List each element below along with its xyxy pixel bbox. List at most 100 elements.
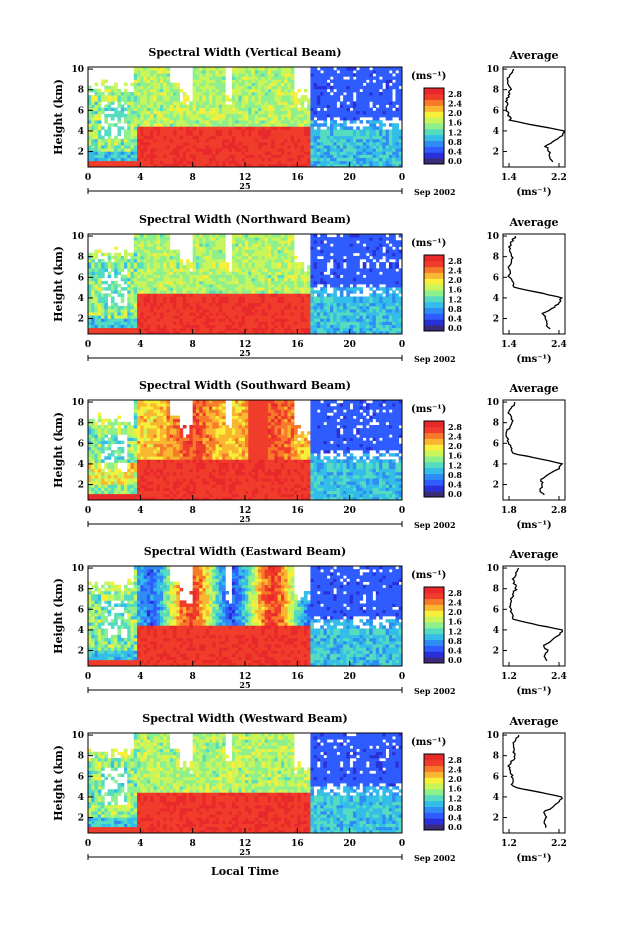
heatmap-cell bbox=[326, 132, 331, 137]
heatmap-cell bbox=[143, 145, 148, 149]
heatmap-cell bbox=[330, 138, 334, 143]
heatmap-cell bbox=[333, 327, 337, 332]
heatmap-cell bbox=[274, 330, 279, 335]
heatmap-cell bbox=[209, 95, 213, 99]
heatmap-cell bbox=[107, 262, 112, 266]
heatmap-cell bbox=[166, 240, 171, 244]
heatmap-cell bbox=[330, 327, 334, 332]
heatmap-cell bbox=[156, 88, 161, 93]
heatmap-cell bbox=[310, 151, 315, 155]
heatmap-cell bbox=[133, 142, 138, 146]
heatmap-cell bbox=[94, 305, 99, 310]
heatmap-cell bbox=[101, 107, 105, 112]
heatmap-cell bbox=[284, 305, 288, 310]
heatmap-cell bbox=[169, 135, 174, 140]
heatmap-cell bbox=[271, 101, 275, 105]
heatmap-cell bbox=[156, 327, 161, 332]
heatmap-cell bbox=[179, 262, 184, 266]
heatmap-cell bbox=[195, 67, 200, 71]
heatmap-cell bbox=[212, 271, 216, 275]
heatmap-cell bbox=[290, 277, 295, 282]
heatmap-cell bbox=[182, 284, 187, 288]
heatmap-cell bbox=[264, 88, 269, 93]
heatmap-cell bbox=[140, 95, 144, 99]
heatmap-cell bbox=[261, 280, 265, 285]
heatmap-cell bbox=[277, 327, 282, 332]
heatmap-cell bbox=[117, 252, 122, 257]
heatmap-cell bbox=[143, 113, 148, 118]
heatmap-cell bbox=[330, 318, 334, 322]
heatmap-cell bbox=[107, 327, 112, 332]
heatmap-cell bbox=[120, 95, 125, 99]
heatmap-cell bbox=[156, 271, 161, 275]
heatmap-cell bbox=[248, 126, 252, 130]
heatmap-cell bbox=[339, 252, 344, 257]
heatmap-cell bbox=[173, 321, 177, 325]
heatmap-cell bbox=[398, 148, 403, 152]
heatmap-cell bbox=[343, 163, 347, 168]
heatmap-cell bbox=[179, 129, 184, 133]
heatmap-cell bbox=[88, 252, 92, 257]
heatmap-cell bbox=[101, 299, 105, 304]
heatmap-cell bbox=[366, 160, 370, 165]
heatmap-cell bbox=[166, 160, 171, 165]
heatmap-cell bbox=[320, 107, 324, 112]
heatmap-cell bbox=[261, 234, 265, 238]
heatmap-cell bbox=[195, 240, 200, 244]
heatmap-cell bbox=[313, 271, 318, 275]
heatmap-cell bbox=[300, 126, 305, 130]
heatmap-cell bbox=[189, 157, 194, 162]
heatmap-cell bbox=[333, 252, 337, 257]
heatmap-cell bbox=[176, 132, 180, 137]
heatmap-cell bbox=[212, 293, 216, 297]
heatmap-cell bbox=[284, 120, 288, 124]
heatmap-cell bbox=[290, 142, 295, 146]
heatmap-cell bbox=[218, 299, 223, 304]
heatmap-cell bbox=[254, 163, 259, 168]
heatmap-cell bbox=[254, 302, 259, 307]
heatmap-cell bbox=[280, 132, 285, 137]
heatmap-cell bbox=[225, 129, 229, 133]
heatmap-cell bbox=[330, 79, 334, 83]
heatmap-cell bbox=[362, 126, 367, 130]
heatmap-cell bbox=[287, 110, 292, 115]
heatmap-cell bbox=[192, 117, 197, 121]
heatmap-cell bbox=[271, 104, 275, 108]
heatmap-cell bbox=[186, 135, 190, 140]
heatmap-cell bbox=[130, 290, 135, 294]
heatmap-cell bbox=[140, 302, 144, 307]
heatmap-cell bbox=[316, 135, 321, 140]
heatmap-cell bbox=[215, 234, 220, 238]
heatmap-cell bbox=[123, 249, 128, 254]
heatmap-cell bbox=[238, 249, 243, 254]
heatmap-cell bbox=[225, 318, 229, 322]
heatmap-cell bbox=[277, 299, 282, 304]
heatmap-cell bbox=[97, 163, 102, 168]
heatmap-cell bbox=[294, 284, 298, 288]
heatmap-cell bbox=[169, 259, 174, 263]
heatmap-cell bbox=[294, 163, 298, 168]
heatmap-cell bbox=[133, 268, 138, 272]
heatmap-cell bbox=[94, 324, 99, 329]
heatmap-cell bbox=[366, 70, 370, 74]
heatmap-cell bbox=[339, 126, 344, 130]
heatmap-cell bbox=[333, 309, 337, 313]
heatmap-cell bbox=[209, 120, 213, 124]
heatmap-cell bbox=[159, 327, 164, 332]
heatmap-cell bbox=[280, 324, 285, 329]
heatmap-cell bbox=[199, 305, 203, 310]
heatmap-cell bbox=[379, 142, 383, 146]
heatmap-cell bbox=[94, 107, 99, 112]
heatmap-cell bbox=[238, 312, 243, 316]
heatmap-cell bbox=[316, 268, 321, 272]
heatmap-cell bbox=[114, 142, 118, 146]
heatmap-cell bbox=[114, 271, 118, 275]
heatmap-cell bbox=[251, 237, 256, 241]
heatmap-cell bbox=[336, 330, 341, 335]
heatmap-cell bbox=[156, 104, 161, 108]
heatmap-cell bbox=[264, 324, 269, 329]
heatmap-cell bbox=[277, 95, 282, 99]
heatmap-cell bbox=[231, 123, 236, 127]
heatmap-cell bbox=[241, 151, 246, 155]
heatmap-cell bbox=[209, 271, 213, 275]
